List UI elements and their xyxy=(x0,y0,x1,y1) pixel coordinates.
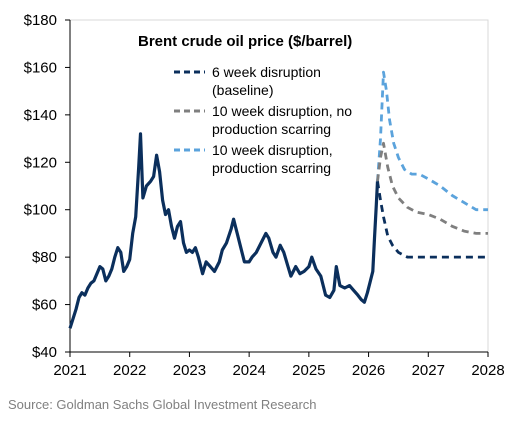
legend-label: (baseline) xyxy=(212,82,273,98)
x-tick-label: 2027 xyxy=(412,362,445,379)
chart-area: $40 $60 $80 $100 $120 $140 $160 $180 2021 2022 202… xyxy=(24,12,505,379)
legend-label: 10 week disruption, no xyxy=(212,103,352,119)
x-tick-label: 2021 xyxy=(53,362,86,379)
y-tick-label: $40 xyxy=(32,344,57,361)
x-tick-label: 2024 xyxy=(232,362,265,379)
x-tick-label: 2025 xyxy=(292,362,325,379)
x-tick-label: 2026 xyxy=(352,362,385,379)
legend-label: 6 week disruption xyxy=(212,64,321,80)
chart-title: Brent crude oil price ($/barrel) xyxy=(138,33,352,50)
legend-label: production scarring xyxy=(212,160,331,176)
y-tick-label: $80 xyxy=(32,249,57,266)
source-note: Source: Goldman Sachs Global Investment … xyxy=(8,397,317,412)
legend-label: 10 week disruption, xyxy=(212,142,333,158)
y-tick-label: $160 xyxy=(24,59,57,76)
scenario-line xyxy=(376,181,488,259)
historical-price-line xyxy=(68,132,380,329)
x-tick-label: 2028 xyxy=(471,362,504,379)
x-tick-label: 2023 xyxy=(173,362,206,379)
y-tick-label: $180 xyxy=(24,12,57,29)
x-tick-label: 2022 xyxy=(113,362,146,379)
brent-price-chart: $40 $60 $80 $100 $120 $140 $160 $180 2021 2022 202… xyxy=(24,12,505,379)
scenario-line xyxy=(376,141,488,235)
legend-label: production scarring xyxy=(212,121,331,137)
y-tick-label: $120 xyxy=(24,154,57,171)
y-tick-label: $140 xyxy=(24,107,57,124)
y-tick-label: $60 xyxy=(32,297,57,314)
y-tick-label: $100 xyxy=(24,202,57,219)
